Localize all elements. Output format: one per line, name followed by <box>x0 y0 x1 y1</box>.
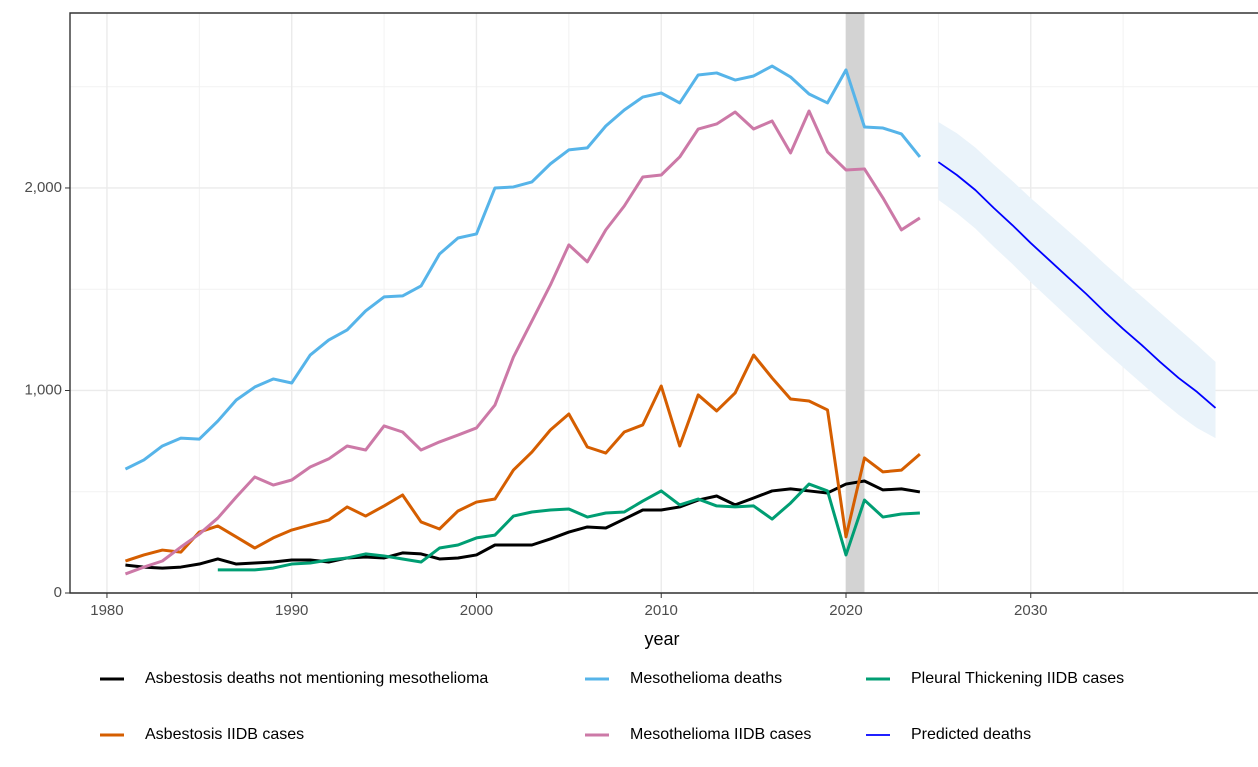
series-line <box>124 353 921 563</box>
legend-label: Mesothelioma deaths <box>630 670 782 687</box>
series-line <box>217 482 920 572</box>
panel-border <box>69 12 1258 594</box>
legend-label: Pleural Thickening IIDB cases <box>911 670 1124 687</box>
legend-label: Predicted deaths <box>911 726 1031 743</box>
y-tick-label: 2,000 <box>24 179 62 196</box>
x-tick-label: 2020 <box>829 602 862 619</box>
series-line <box>124 64 922 471</box>
y-tick-label: 1,000 <box>24 381 62 398</box>
series-line <box>124 109 921 576</box>
legend-label: Asbestosis IIDB cases <box>145 726 304 743</box>
y-tick-label: 0 <box>54 584 62 601</box>
highlight-band <box>845 13 865 593</box>
series-line <box>937 161 1217 409</box>
prediction-band <box>938 121 1216 439</box>
x-tick-label: 2010 <box>645 602 678 619</box>
legend-label: Mesothelioma IIDB cases <box>630 726 811 743</box>
legend-label: Asbestosis deaths not mentioning mesothe… <box>145 670 488 687</box>
x-tick-label: 2030 <box>1014 602 1047 619</box>
x-tick-label: 1980 <box>90 602 123 619</box>
x-tick-label: 2000 <box>460 602 493 619</box>
series-line <box>125 479 921 570</box>
x-tick-label: 1990 <box>275 602 308 619</box>
x-axis-title: year <box>644 629 679 649</box>
